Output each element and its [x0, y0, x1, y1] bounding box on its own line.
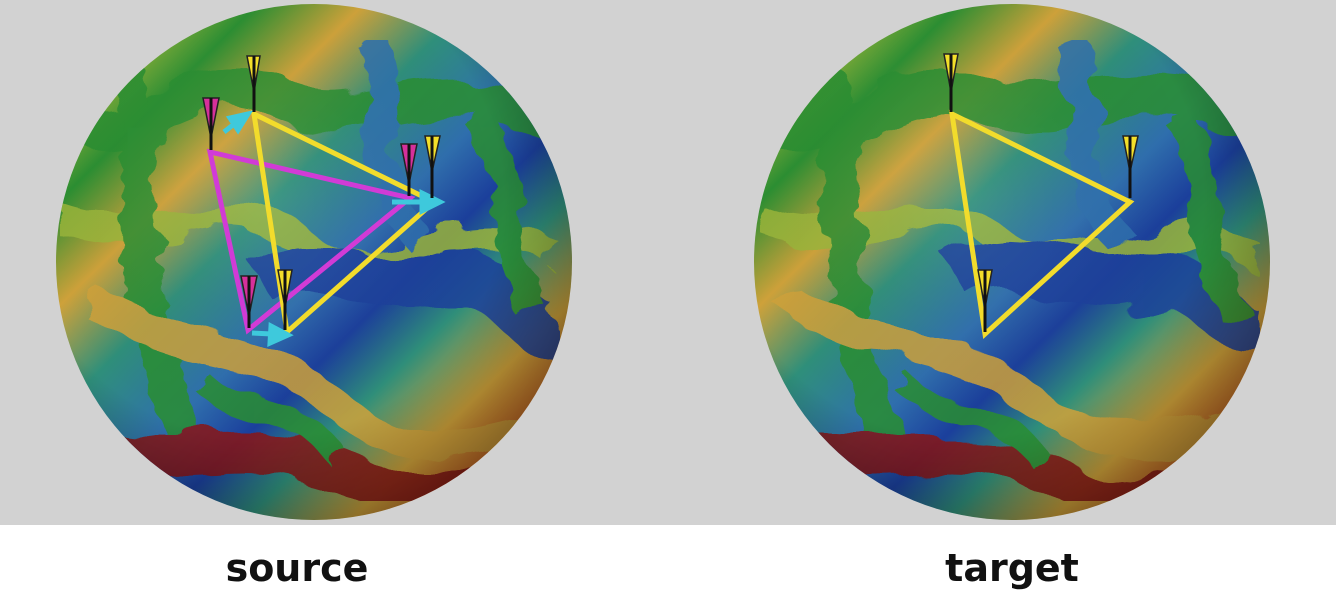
flag-yellow-marker: [1122, 135, 1139, 198]
spheres-svg: [56, 4, 1270, 520]
target-caption: target: [945, 546, 1079, 590]
flag-yellow-marker: [977, 269, 993, 332]
sphere-canvas: [0, 0, 1336, 525]
flag-magenta-marker: [400, 143, 418, 196]
flag-yellow-marker: [277, 269, 293, 330]
flag-yellow-marker: [424, 135, 441, 198]
source-caption: source: [225, 546, 369, 590]
flag-magenta-marker: [240, 275, 258, 328]
flag-yellow-marker: [246, 55, 261, 112]
flag-yellow-marker: [943, 53, 959, 112]
source-sphere: [56, 4, 572, 520]
target-sphere: [754, 4, 1270, 520]
source-flag-markers: [202, 55, 441, 330]
source-magenta-triangle: [206, 148, 416, 335]
source-yellow-triangle: [250, 109, 439, 337]
flag-magenta-marker: [202, 97, 220, 150]
target-yellow-triangle: [948, 109, 1135, 339]
target-flag-markers: [943, 53, 1139, 332]
